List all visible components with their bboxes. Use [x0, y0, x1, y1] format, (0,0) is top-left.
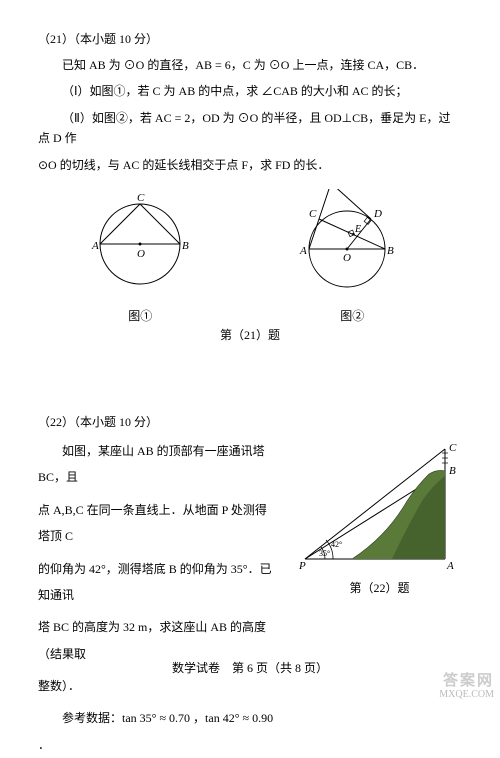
fig22-B: B [449, 465, 456, 477]
q21-line2: （Ⅰ）如图①，若 C 为 AB 的中点，求 ∠CAB 的大小和 AC 的长； [38, 81, 462, 101]
fig2-D: D [373, 208, 382, 220]
q22-line2: 点 A,B,C 在同一条直线上．从地面 P 处测得塔顶 C [38, 497, 278, 550]
q21-fig2: A B C D E F O [285, 189, 420, 299]
q22-header: （22）（本小题 10 分） [38, 413, 462, 430]
q21-header: （21）（本小题 10 分） [38, 30, 462, 47]
fig1-B: B [182, 240, 189, 252]
fig2-F: F [324, 189, 332, 190]
fig1-A: A [91, 240, 99, 252]
q22-line3: 的仰角为 42°，测得塔底 B 的仰角为 35°．已知通讯 [38, 556, 278, 609]
q21-line4: ⊙O 的切线，与 AC 的延长线相交于点 F，求 FD 的长． [38, 155, 462, 175]
watermark: 答案网 MXQE.COM [439, 673, 494, 701]
fig1-C: C [137, 192, 145, 204]
fig22-A: A [446, 560, 454, 571]
fig2-B: B [387, 245, 394, 257]
fig1-O: O [137, 248, 145, 260]
q21-line3: （Ⅱ）如图②，若 AC = 2，OD 为 ⊙O 的半径，且 OD⊥CB，垂足为 … [38, 108, 462, 149]
fig2-C: C [309, 208, 317, 220]
q21-figures: A B C O 图① [38, 189, 462, 324]
fig2-O: O [343, 252, 351, 264]
q22-fig: P A B C 35° 42° [297, 441, 462, 571]
q21-line1: 已知 AB 为 ⊙O 的直径，AB = 6，C 为 ⊙O 上一点，连接 CA，C… [38, 55, 462, 75]
page-footer: 数学试卷 第 6 页（共 8 页） [0, 659, 500, 676]
fig2-A: A [299, 245, 307, 257]
fig22-ang42: 42° [331, 540, 342, 549]
q22-line6: 参考数据：tan 35° ≈ 0.70 ，tan 42° ≈ 0.90 ． [38, 705, 278, 758]
fig22-ang35: 35° [319, 549, 330, 558]
q22-line1: 如图，某座山 AB 的顶部有一座通讯塔 BC，且 [38, 438, 278, 491]
q21-fig1-label: 图① [80, 307, 200, 324]
q21-fig2-label: 图② [285, 307, 420, 324]
fig22-C: C [449, 442, 457, 454]
q21-fig1: A B C O [80, 189, 200, 299]
fig22-P: P [298, 560, 306, 571]
q21-caption: 第（21）题 [38, 326, 462, 343]
fig2-E: E [354, 224, 361, 235]
q22-line5: 整数）． [38, 673, 278, 699]
q22-caption: 第（22）题 [297, 579, 462, 596]
